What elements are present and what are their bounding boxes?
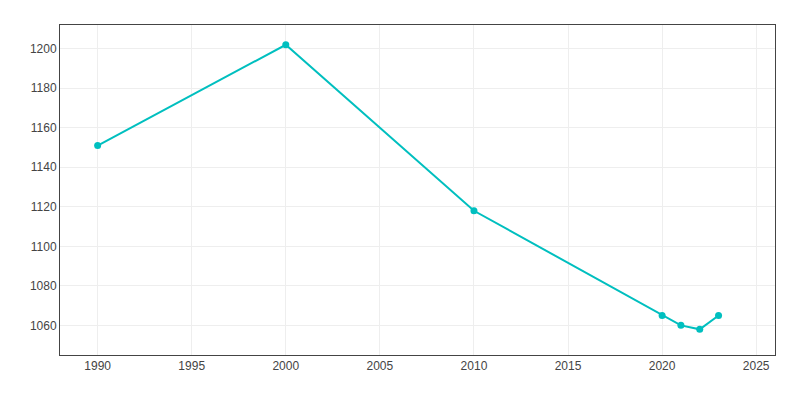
svg-text:1120: 1120	[31, 200, 57, 214]
svg-text:1160: 1160	[31, 121, 57, 135]
svg-text:1080: 1080	[30, 279, 57, 293]
svg-text:1990: 1990	[84, 359, 111, 373]
svg-text:2020: 2020	[649, 359, 676, 373]
svg-text:2015: 2015	[555, 359, 582, 373]
svg-text:1100: 1100	[31, 240, 57, 254]
svg-text:1995: 1995	[178, 359, 205, 373]
svg-text:1200: 1200	[30, 42, 57, 56]
svg-text:1060: 1060	[30, 319, 57, 333]
svg-text:2010: 2010	[461, 359, 488, 373]
svg-text:1140: 1140	[31, 160, 57, 174]
svg-text:2005: 2005	[367, 359, 394, 373]
svg-text:2025: 2025	[743, 359, 770, 373]
svg-text:1180: 1180	[31, 81, 57, 95]
svg-text:2000: 2000	[272, 359, 299, 373]
